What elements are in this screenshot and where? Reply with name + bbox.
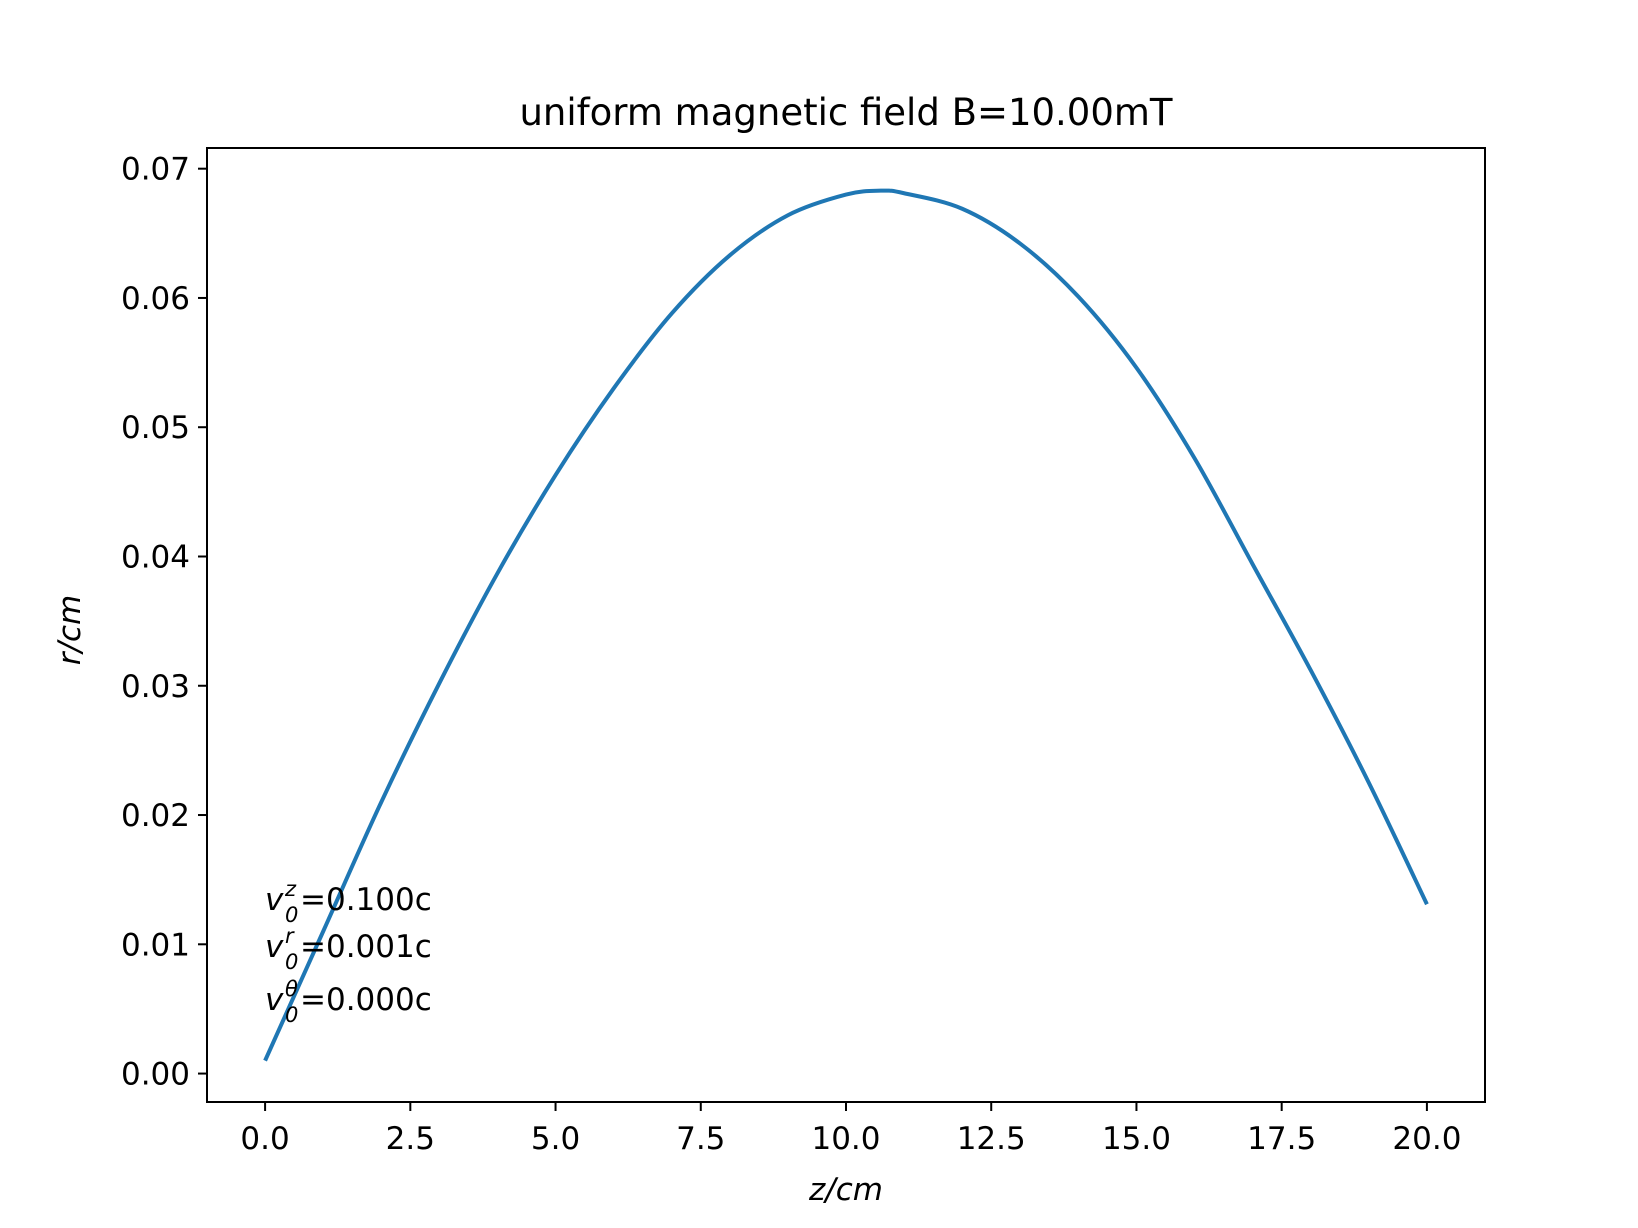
annotation-subscript: 0 [285,903,298,927]
y-tick-label: 0.05 [121,410,190,446]
y-axis: 0.00 0.01 0.02 0.03 0.04 0.05 0.06 0.07 [121,152,207,1093]
x-tick-label: 5.0 [531,1121,580,1157]
annotation-subscript: 0 [285,950,298,974]
x-tick-label: 2.5 [386,1121,435,1157]
x-tick-label: 17.5 [1247,1121,1316,1157]
plot-frame [206,147,1486,1103]
x-tick-label: 10.0 [811,1121,880,1157]
x-tick-label: 7.5 [676,1121,725,1157]
velocity-annotation: v [265,982,284,1018]
annotation-value: =0.100c [300,882,432,918]
y-tick-label: 0.02 [121,798,190,834]
y-tick-label: 0.06 [121,281,190,317]
velocity-annotation: v [265,929,284,965]
annotation-superscript: r [285,924,295,948]
x-axis-label: z/cm [808,1172,883,1208]
y-tick-label: 0.01 [121,927,190,963]
y-tick-label: 0.07 [121,152,190,188]
x-tick-label: 15.0 [1102,1121,1171,1157]
annotation-superscript: z [284,877,297,901]
velocity-annotation: v [265,882,284,918]
x-tick-label: 12.5 [957,1121,1026,1157]
y-tick-label: 0.00 [121,1057,190,1093]
y-axis-label: r/cm [52,595,88,665]
annotation-superscript: θ [285,977,298,1001]
x-tick-label: 0.0 [240,1121,289,1157]
annotation-subscript: 0 [285,1003,298,1027]
trajectory-line [263,188,1429,1062]
annotation-value: =0.001c [300,929,432,965]
plot-area [263,188,1429,1062]
y-tick-label: 0.04 [121,539,190,575]
annotation-value: =0.000c [300,982,432,1018]
y-tick-label: 0.03 [121,669,190,705]
chart-title: uniform magnetic field B=10.00mT [519,91,1172,134]
x-tick-label: 20.0 [1392,1121,1461,1157]
x-axis: 0.0 2.5 5.0 7.5 10.0 12.5 15.0 17.5 20.0 [240,1102,1461,1157]
